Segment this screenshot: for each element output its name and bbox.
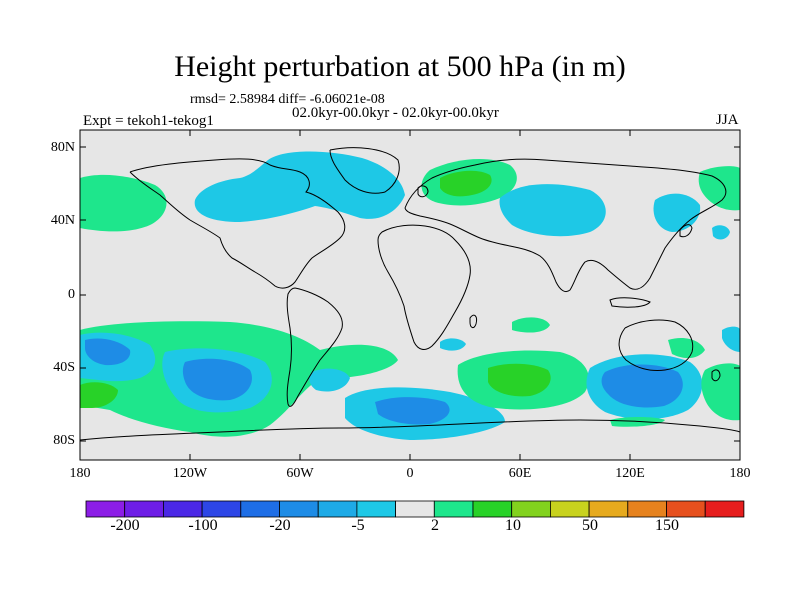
lat-tick-label: 80S bbox=[53, 433, 75, 448]
colorbar-label: -100 bbox=[188, 517, 218, 534]
lon-tick-label: 0 bbox=[406, 466, 414, 481]
colorbar-label: 10 bbox=[505, 517, 521, 534]
colorbar-label: 2 bbox=[431, 517, 439, 534]
anomaly-positive-europe-core bbox=[440, 170, 492, 197]
coastlines bbox=[80, 147, 740, 441]
coast-eurasia bbox=[404, 158, 727, 293]
season-label: JJA bbox=[716, 112, 739, 128]
anomaly-positive-north-pacific-east bbox=[698, 166, 740, 211]
colorbar-label: -5 bbox=[351, 517, 365, 534]
colorbar-swatch bbox=[433, 500, 474, 518]
colorbar-swatch bbox=[85, 500, 126, 518]
colorbar-swatch bbox=[627, 500, 667, 518]
coast-africa bbox=[377, 224, 471, 350]
anomaly-positive-north-pacific-west bbox=[80, 174, 167, 232]
colorbar-swatch bbox=[124, 500, 164, 518]
anomaly-positive-south-indian-core bbox=[488, 363, 551, 397]
colorbar-swatch bbox=[588, 500, 629, 518]
coast-uk bbox=[417, 185, 429, 198]
lon-tick-label: 60W bbox=[286, 466, 314, 481]
anomaly-negative-south-america-east bbox=[309, 368, 350, 392]
anomaly-negative-south-pacific-central-core bbox=[182, 358, 252, 401]
lat-tick-label: 40N bbox=[50, 213, 75, 228]
anomaly-positive-south-pacific-east-tip bbox=[668, 338, 705, 359]
coast-madagascar bbox=[469, 314, 477, 329]
colorbar-swatch bbox=[162, 500, 203, 518]
lat-tick-label: 40S bbox=[53, 360, 75, 375]
perturbation-field bbox=[80, 151, 740, 440]
colorbar-label: 150 bbox=[655, 517, 679, 534]
period-label: 02.0kyr-00.0kyr - 02.0kyr-00.0kyr bbox=[292, 105, 499, 121]
anomaly-positive-southwest-pacific bbox=[80, 382, 118, 408]
anomaly-positive-indian-ocean-small bbox=[512, 317, 550, 333]
colorbar-swatch bbox=[550, 500, 590, 518]
coast-australia bbox=[618, 319, 694, 371]
lon-tick-label: 120E bbox=[615, 466, 645, 481]
colorbar-swatch bbox=[279, 500, 319, 518]
colorbar-swatch bbox=[666, 500, 706, 518]
axis-ticks bbox=[79, 130, 741, 460]
colorbar-swatch bbox=[201, 500, 242, 518]
anomaly-positive-southeast-edge bbox=[701, 363, 740, 421]
anomaly-negative-south-pacific-west-core bbox=[85, 338, 131, 366]
lon-tick-label: 120W bbox=[172, 466, 208, 481]
anomaly-negative-small-pacific bbox=[712, 225, 730, 240]
colorbar-swatch bbox=[356, 500, 396, 518]
colorbar-swatch bbox=[704, 500, 745, 518]
lat-tick-label: 0 bbox=[68, 287, 75, 302]
colorbar-label: 50 bbox=[582, 517, 598, 534]
anomaly-negative-south-atlantic-core bbox=[375, 397, 450, 425]
coast-antarctica bbox=[80, 419, 740, 441]
anomaly-negative-east-asia bbox=[653, 193, 701, 232]
anomaly-negative-southern-australia-core bbox=[601, 364, 683, 408]
lat-tick-label: 80N bbox=[50, 140, 75, 155]
coast-north-america bbox=[129, 158, 346, 289]
anomaly-negative-canada-greenland bbox=[194, 151, 405, 222]
chart-title: Height perturbation at 500 hPa (in m) bbox=[174, 50, 626, 83]
coast-new-zealand bbox=[711, 369, 721, 382]
colorbar-swatch bbox=[472, 500, 513, 518]
lon-tick-label: 180 bbox=[69, 466, 91, 481]
colorbar-swatch bbox=[317, 500, 358, 518]
coast-south-america bbox=[286, 287, 343, 407]
colorbar-swatch bbox=[511, 500, 551, 518]
coast-greenland bbox=[329, 147, 400, 194]
coast-indonesia bbox=[609, 297, 651, 308]
anomaly-negative-indian-ocean-small bbox=[440, 338, 466, 351]
colorbar-swatch bbox=[395, 500, 435, 518]
colorbar-label: -20 bbox=[269, 517, 291, 534]
anomaly-negative-siberia bbox=[499, 184, 606, 237]
lon-tick-label: 60E bbox=[508, 466, 532, 481]
anomaly-negative-east-edge bbox=[722, 326, 740, 352]
colorbar-swatch bbox=[240, 500, 280, 518]
colorbar-label: -200 bbox=[110, 517, 140, 534]
colorbar bbox=[85, 500, 745, 518]
rmsd-diff-stats: rmsd= 2.58984 diff= -6.06021e-08 bbox=[190, 92, 385, 107]
experiment-label: Expt = tekoh1-tekog1 bbox=[83, 113, 214, 129]
coast-japan bbox=[679, 224, 693, 238]
lon-tick-label: 180 bbox=[729, 466, 751, 481]
